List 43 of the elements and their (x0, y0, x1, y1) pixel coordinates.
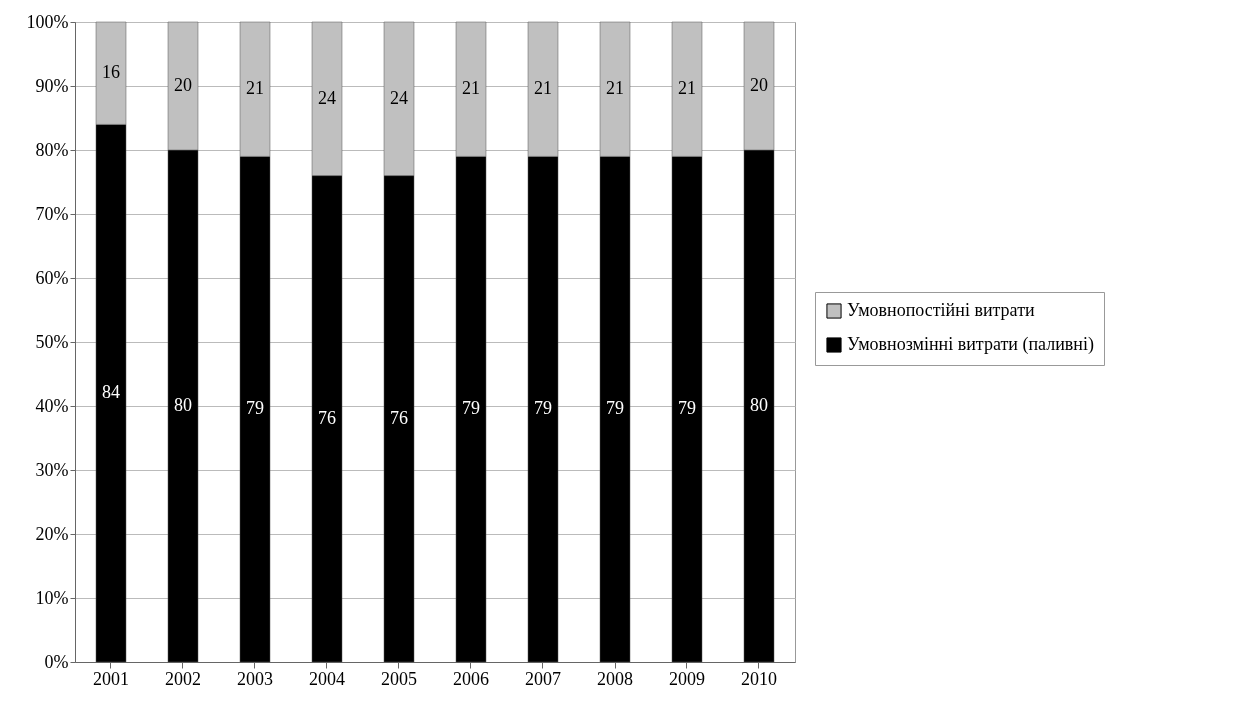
y-tick-label: 20% (35, 523, 69, 544)
y-tick-label: 70% (35, 203, 69, 224)
data-label: 21 (606, 78, 624, 99)
x-tick-label: 2001 (93, 668, 129, 689)
x-tick-label: 2010 (741, 668, 777, 689)
data-label: 21 (462, 78, 480, 99)
data-label: 21 (678, 78, 696, 99)
y-tick-label: 50% (35, 331, 69, 352)
data-label: 79 (606, 398, 624, 419)
y-tick-label: 100% (26, 11, 69, 32)
y-tick-label: 80% (35, 139, 69, 160)
y-tick-label: 40% (35, 395, 69, 416)
y-tick-label: 90% (35, 75, 69, 96)
x-tick-label: 2004 (309, 668, 345, 689)
y-tick-label: 10% (35, 587, 69, 608)
x-tick-label: 2005 (381, 668, 417, 689)
data-label: 24 (318, 87, 336, 108)
x-tick-label: 2002 (165, 668, 201, 689)
y-tick-label: 30% (35, 459, 69, 480)
data-label: 79 (462, 398, 480, 419)
x-tick-label: 2007 (525, 668, 561, 689)
data-label: 79 (678, 398, 696, 419)
data-label: 16 (102, 62, 120, 83)
data-label: 79 (246, 398, 264, 419)
data-label: 21 (246, 78, 264, 99)
x-tick-label: 2006 (453, 668, 489, 689)
legend-label: Умовнозмінні витрати (паливні) (847, 334, 1094, 355)
data-label: 24 (390, 87, 408, 108)
data-label: 80 (174, 395, 192, 415)
y-tick-label: 0% (44, 651, 69, 672)
x-tick-label: 2003 (237, 668, 273, 689)
data-label: 80 (750, 395, 768, 415)
data-label: 20 (750, 75, 768, 95)
legend-label: Умовнопостійні витрати (847, 300, 1035, 320)
data-label: 84 (102, 382, 120, 403)
data-label: 20 (174, 75, 192, 95)
data-label: 79 (534, 398, 552, 419)
y-tick-label: 60% (35, 267, 69, 288)
data-label: 76 (390, 407, 408, 428)
x-tick-label: 2009 (669, 668, 705, 689)
data-label: 76 (318, 407, 336, 428)
data-label: 21 (534, 78, 552, 99)
x-tick-label: 2008 (597, 668, 633, 689)
